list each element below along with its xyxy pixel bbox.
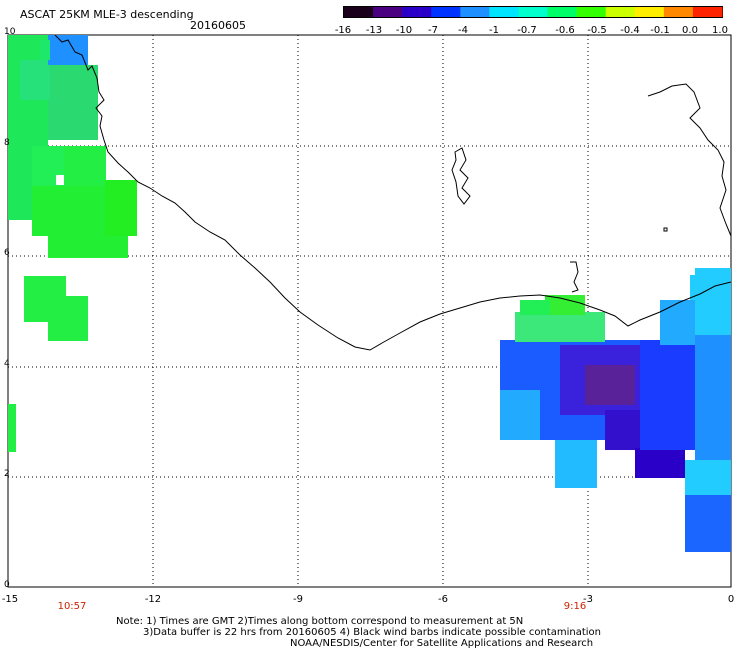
lon-label: -6 xyxy=(438,594,448,605)
scale-label: -0.1 xyxy=(650,25,670,36)
lat-label: 8 xyxy=(4,138,10,148)
scale-label: -7 xyxy=(428,25,438,36)
color-scale-segments xyxy=(344,7,723,17)
lon-label: -12 xyxy=(144,594,162,605)
scale-label: -16 xyxy=(334,25,352,36)
lon-label: -3 xyxy=(583,594,593,605)
note-line-1: Note: 1) Times are GMT 2)Times along bot… xyxy=(116,616,524,627)
lon-label: 0 xyxy=(727,594,735,605)
scale-label: -10 xyxy=(395,25,413,36)
color-scale-segment xyxy=(576,7,607,17)
scale-label: 0.0 xyxy=(682,25,698,36)
lon-label: -9 xyxy=(293,594,303,605)
graticule xyxy=(8,35,731,587)
coastline xyxy=(54,34,732,351)
color-scale-segment xyxy=(547,7,578,17)
scale-label: -0.5 xyxy=(587,25,607,36)
color-scale-segment xyxy=(373,7,403,17)
color-scale-segment xyxy=(344,7,374,17)
color-scale-segment xyxy=(460,7,490,17)
color-scale-segment xyxy=(431,7,461,17)
color-scale-segment xyxy=(634,7,665,17)
color-scale-segment xyxy=(402,7,432,17)
note-line-2: 3)Data buffer is 22 hrs from 20160605 4)… xyxy=(143,627,601,638)
lat-label: 2 xyxy=(4,469,10,479)
product-title: ASCAT 25KM MLE-3 descending xyxy=(20,8,194,21)
map-frame xyxy=(7,34,732,588)
pass-time-east: 9:16 xyxy=(563,601,587,612)
color-scale-segment xyxy=(518,7,549,17)
scale-label: -0.7 xyxy=(517,25,537,36)
pass-time-west: 10:57 xyxy=(57,601,87,612)
scale-label: 1.0 xyxy=(712,25,728,36)
lat-label: 0 xyxy=(4,580,10,590)
scale-label: -0.4 xyxy=(620,25,640,36)
color-scale-segment xyxy=(663,7,694,17)
color-scale-segment xyxy=(605,7,636,17)
color-scale-segment xyxy=(489,7,519,17)
scale-label: -4 xyxy=(458,25,468,36)
lat-label: 10 xyxy=(4,27,16,37)
west-swath-cells xyxy=(8,35,137,452)
color-scale-segment xyxy=(692,7,723,17)
scale-label: -0.6 xyxy=(555,25,575,36)
scale-label: -1 xyxy=(489,25,499,36)
lat-label: 4 xyxy=(4,359,10,369)
scale-label: -13 xyxy=(365,25,383,36)
product-date: 20160605 xyxy=(190,19,246,32)
note-line-3: NOAA/NESDIS/Center for Satellite Applica… xyxy=(290,638,594,649)
east-swath-cells xyxy=(500,268,731,552)
lat-label: 6 xyxy=(4,248,10,258)
lon-label: -15 xyxy=(1,594,19,605)
